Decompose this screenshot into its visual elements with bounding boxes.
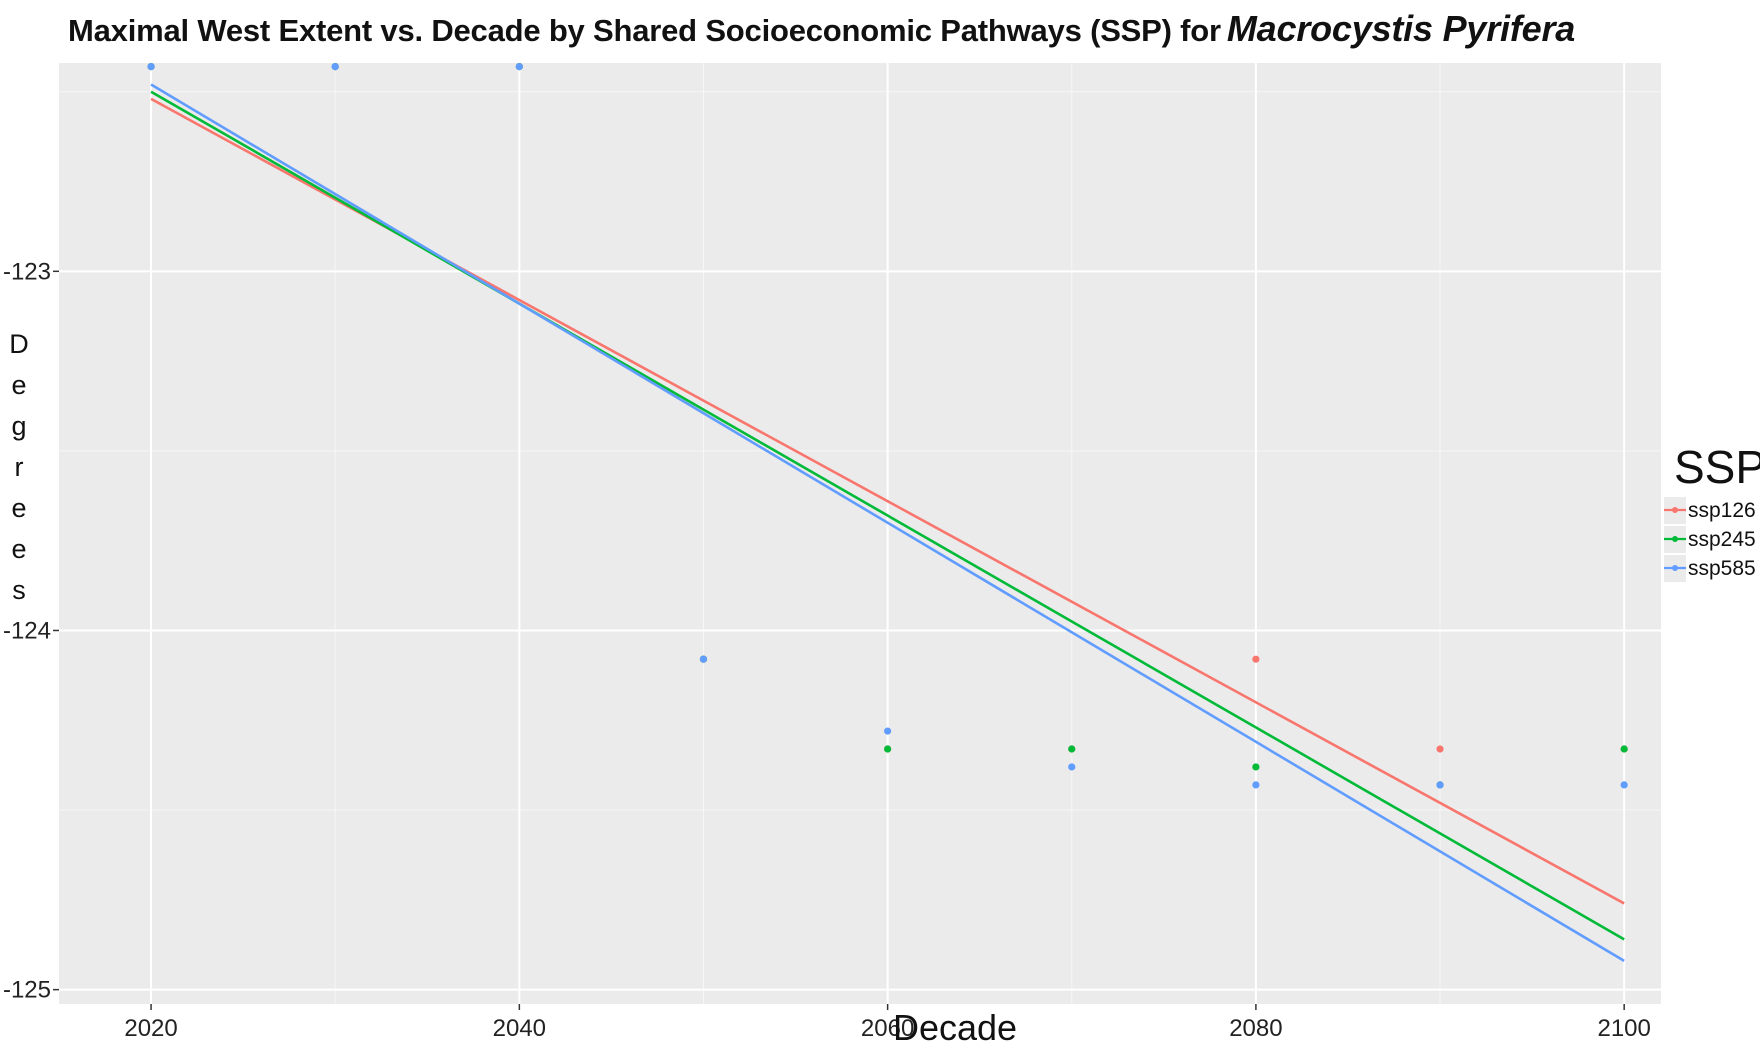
legend-item-label: ssp126 bbox=[1688, 499, 1756, 522]
legend-item-label: ssp585 bbox=[1688, 557, 1756, 580]
x-tick-label: 2040 bbox=[493, 1015, 546, 1042]
data-point-ssp245 bbox=[884, 745, 892, 753]
y-axis-label-char: g bbox=[11, 411, 26, 441]
chart-title-species: Macrocystis Pyrifera bbox=[1226, 8, 1576, 49]
legend-title: SSP bbox=[1674, 441, 1760, 493]
minor-gridlines bbox=[59, 63, 1661, 1004]
legend-key-point bbox=[1672, 565, 1678, 571]
data-point-ssp245 bbox=[1068, 745, 1076, 753]
chart-title: Maximal West Extent vs. Decade by Shared… bbox=[68, 8, 1575, 50]
data-point-ssp585 bbox=[1068, 763, 1076, 771]
data-point-ssp585 bbox=[1620, 781, 1628, 789]
y-tick-label: -124 bbox=[3, 617, 51, 644]
data-point-ssp585 bbox=[1252, 781, 1260, 789]
data-point-ssp585 bbox=[515, 62, 523, 71]
data-point-ssp585 bbox=[884, 727, 892, 735]
data-point-ssp126 bbox=[1252, 655, 1260, 663]
data-point-ssp585 bbox=[699, 655, 708, 663]
trend-lines bbox=[150, 83, 1625, 963]
x-axis-label: Decade bbox=[893, 1007, 1017, 1044]
y-tick-label: -123 bbox=[3, 258, 51, 285]
y-axis-label-char: D bbox=[9, 329, 29, 359]
y-axis-label-char: e bbox=[11, 493, 26, 523]
trend-line-ssp585 bbox=[150, 83, 1625, 963]
data-point-ssp585 bbox=[1436, 781, 1444, 789]
legend-item-ssp245: ssp245 bbox=[1664, 526, 1756, 553]
data-points bbox=[147, 62, 1628, 789]
y-axis-label-char: e bbox=[11, 370, 26, 400]
data-point-ssp585 bbox=[331, 62, 339, 71]
x-tick-label: 2080 bbox=[1229, 1015, 1282, 1042]
y-axis-label-char: e bbox=[11, 534, 26, 564]
trend-line-ssp245 bbox=[150, 90, 1625, 941]
axes: 2020 2040 2060 2080 2100 -123 -124 -125 bbox=[3, 258, 1651, 1042]
x-tick-label: 2020 bbox=[124, 1015, 177, 1042]
chart-title-text: Maximal West Extent vs. Decade by Shared… bbox=[68, 13, 1221, 48]
data-point-ssp126 bbox=[1436, 745, 1444, 753]
y-tick-label: -125 bbox=[3, 977, 51, 1004]
x-tick-label: 2100 bbox=[1597, 1015, 1650, 1042]
legend-item-ssp585: ssp585 bbox=[1664, 555, 1756, 582]
y-axis-label-char: s bbox=[12, 575, 26, 605]
plot-panel bbox=[59, 63, 1661, 1004]
legend-key-point bbox=[1672, 507, 1678, 513]
legend-item-label: ssp245 bbox=[1688, 528, 1756, 551]
legend: SSP ssp126 ssp245 ssp585 bbox=[1664, 441, 1760, 582]
x-tick-label: 2060 bbox=[861, 1015, 914, 1042]
legend-item-ssp126: ssp126 bbox=[1664, 497, 1756, 524]
data-point-ssp245 bbox=[1620, 745, 1628, 753]
major-gridlines bbox=[59, 63, 1661, 1004]
data-point-ssp585 bbox=[147, 62, 155, 71]
data-point-ssp245 bbox=[1252, 763, 1260, 771]
y-axis-label-char: r bbox=[15, 452, 24, 482]
legend-key-point bbox=[1672, 536, 1678, 542]
